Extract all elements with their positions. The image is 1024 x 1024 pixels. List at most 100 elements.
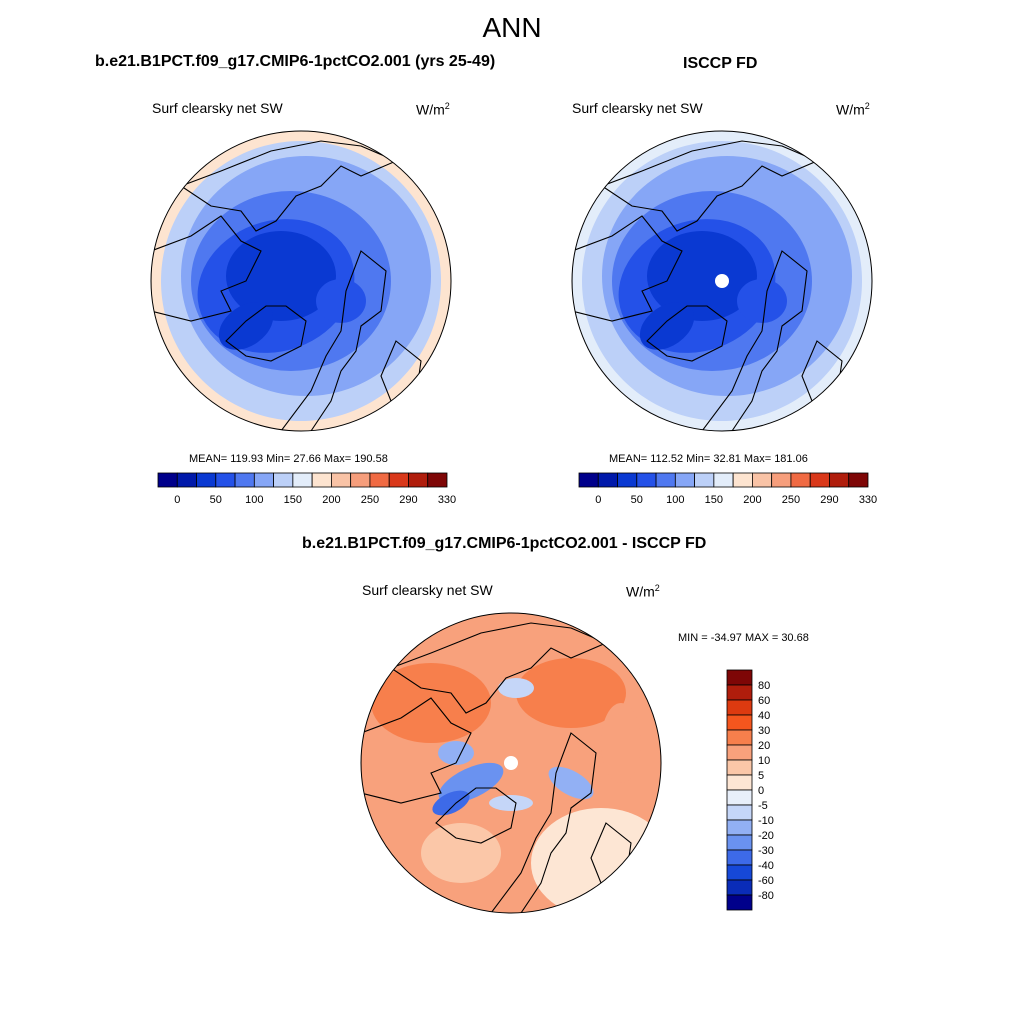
map-3-coastlines <box>361 622 632 913</box>
colorbar-3-swatch-1 <box>726 684 753 701</box>
maps-layer <box>150 130 873 914</box>
map-1-region-4 <box>226 231 336 321</box>
map-1-coastline-2 <box>179 140 398 232</box>
colorbar-1-swatch-11 <box>369 472 390 488</box>
colorbar-3-swatch-7 <box>726 774 753 791</box>
colorbar-1-swatch-13 <box>408 472 429 488</box>
colorbar-3-swatch-11 <box>726 834 753 851</box>
map-3-region-7 <box>498 678 534 698</box>
colorbar-3-swatch-13 <box>726 864 753 881</box>
panel-1-variable: Surf clearsky net SW <box>152 100 283 116</box>
map-2-coastline-3 <box>700 250 808 431</box>
map-3-border <box>360 612 662 914</box>
panel-1-units-base: W/m <box>416 101 445 118</box>
colorbar-1-tick-label-1: 50 <box>210 494 222 506</box>
map-1-coastline-0 <box>151 215 262 322</box>
panel-3-units-base: W/m <box>626 583 655 600</box>
colorbar-2-swatch-7 <box>713 472 734 488</box>
panel-3-stats: MIN = -34.97 MAX = 30.68 <box>678 632 809 644</box>
colorbar-1-swatch-10 <box>350 472 371 488</box>
colorbar-3-tick-label-8: -5 <box>758 800 768 812</box>
panel-3-units-exp: 2 <box>654 583 660 593</box>
map-3-region-6 <box>438 741 474 765</box>
colorbar-2-tick-label-1: 50 <box>631 494 643 506</box>
colorbar-3-tick-label-11: -30 <box>758 845 774 857</box>
colorbar-2-swatch-5 <box>674 472 695 488</box>
map-3-missing-pole <box>504 756 518 770</box>
colorbar-2-swatch-11 <box>790 472 811 488</box>
panel-2-units-base: W/m <box>836 101 865 118</box>
map-3-region-3 <box>421 823 501 883</box>
colorbar-2-swatch-10 <box>771 472 792 488</box>
colorbar-2-tick-label-3: 150 <box>705 494 723 506</box>
colorbar-1-swatch-8 <box>311 472 332 488</box>
colorbar-3-tick-label-13: -60 <box>758 875 774 887</box>
colorbar-2-swatch-3 <box>636 472 657 488</box>
colorbar-1-swatch-3 <box>215 472 236 488</box>
map-2-border <box>571 130 873 432</box>
colorbar-2-swatch-14 <box>848 472 869 488</box>
map-3-region-0 <box>531 808 661 913</box>
map-3-region-8 <box>548 766 594 800</box>
map-3-region-9 <box>489 795 533 811</box>
colorbar-3-tick-label-6: 5 <box>758 770 764 782</box>
map-1-coastline-3 <box>279 250 387 431</box>
colorbar-1-tick-label-3: 150 <box>284 494 302 506</box>
colorbar-3-swatch-8 <box>726 789 753 806</box>
map-3-region-10 <box>601 703 641 783</box>
map-2-field <box>572 131 872 431</box>
colorbar-3-swatch-0 <box>726 669 753 686</box>
colorbar-2-swatch-9 <box>752 472 773 488</box>
map-3-region-5 <box>432 790 470 816</box>
colorbar-2-swatch-2 <box>617 472 638 488</box>
map-2-coastline-2 <box>600 140 819 232</box>
colorbar-3-tick-label-1: 60 <box>758 695 770 707</box>
colorbar-2-tick-label-0: 0 <box>595 494 601 506</box>
colorbar-3-tick-label-2: 40 <box>758 710 770 722</box>
panel-2-units-exp: 2 <box>864 101 870 111</box>
map-3-field <box>361 613 661 913</box>
colorbar-1: 0 50 100 150 200 250 290 330 <box>157 472 456 506</box>
figure-title: ANN <box>482 12 542 43</box>
colorbar-1-swatch-7 <box>292 472 313 488</box>
map-1-field <box>151 131 451 431</box>
colorbar-1-swatch-14 <box>427 472 448 488</box>
map-3-region-2 <box>516 658 626 728</box>
map-2-coastline-1 <box>646 305 728 362</box>
colorbar-2-tick-label-7: 330 <box>859 494 877 506</box>
colorbar-1-tick-label-0: 0 <box>174 494 180 506</box>
colorbar-1-tick-label-4: 200 <box>322 494 340 506</box>
colorbar-2-swatch-12 <box>809 472 830 488</box>
colorbar-1-tick-label-5: 250 <box>361 494 379 506</box>
panel-3-title: b.e21.B1PCT.f09_g17.CMIP6-1pctCO2.001 - … <box>302 535 707 552</box>
map-3-coastline-3 <box>489 732 597 913</box>
colorbar-2-swatch-8 <box>732 472 753 488</box>
panel-1-title: b.e21.B1PCT.f09_g17.CMIP6-1pctCO2.001 (y… <box>95 53 496 70</box>
map-2-coastlines <box>572 140 843 431</box>
colorbar-3-tick-label-12: -40 <box>758 860 774 872</box>
colorbar-3-swatch-3 <box>726 714 753 731</box>
colorbar-1-tick-label-7: 330 <box>438 494 456 506</box>
colorbar-3-tick-label-10: -20 <box>758 830 774 842</box>
map-2-region-5 <box>639 302 695 350</box>
map-2-region-4 <box>647 231 757 321</box>
colorbar-1-swatch-6 <box>273 472 294 488</box>
colorbar-2-swatch-6 <box>694 472 715 488</box>
colorbar-1-swatch-0 <box>157 472 178 488</box>
map-1-border <box>150 130 452 432</box>
panel-3-units: W/m2 <box>626 583 660 600</box>
colorbar-3-swatch-12 <box>726 849 753 866</box>
map-1-region-6 <box>316 279 366 323</box>
panel-2-title: ISCCP FD <box>683 55 758 72</box>
map-3-coastline-2 <box>389 622 608 714</box>
colorbar-3-swatch-4 <box>726 729 753 746</box>
colorbar-1-swatch-1 <box>176 472 197 488</box>
colorbar-3-tick-label-3: 30 <box>758 725 770 737</box>
map-3-region-1 <box>371 663 491 743</box>
map-3-coastline-1 <box>435 787 517 844</box>
colorbar-2-swatch-1 <box>597 472 618 488</box>
panel-2-units: W/m2 <box>836 101 870 118</box>
panel-2-variable: Surf clearsky net SW <box>572 100 703 116</box>
colorbar-3-tick-label-0: 80 <box>758 680 770 692</box>
